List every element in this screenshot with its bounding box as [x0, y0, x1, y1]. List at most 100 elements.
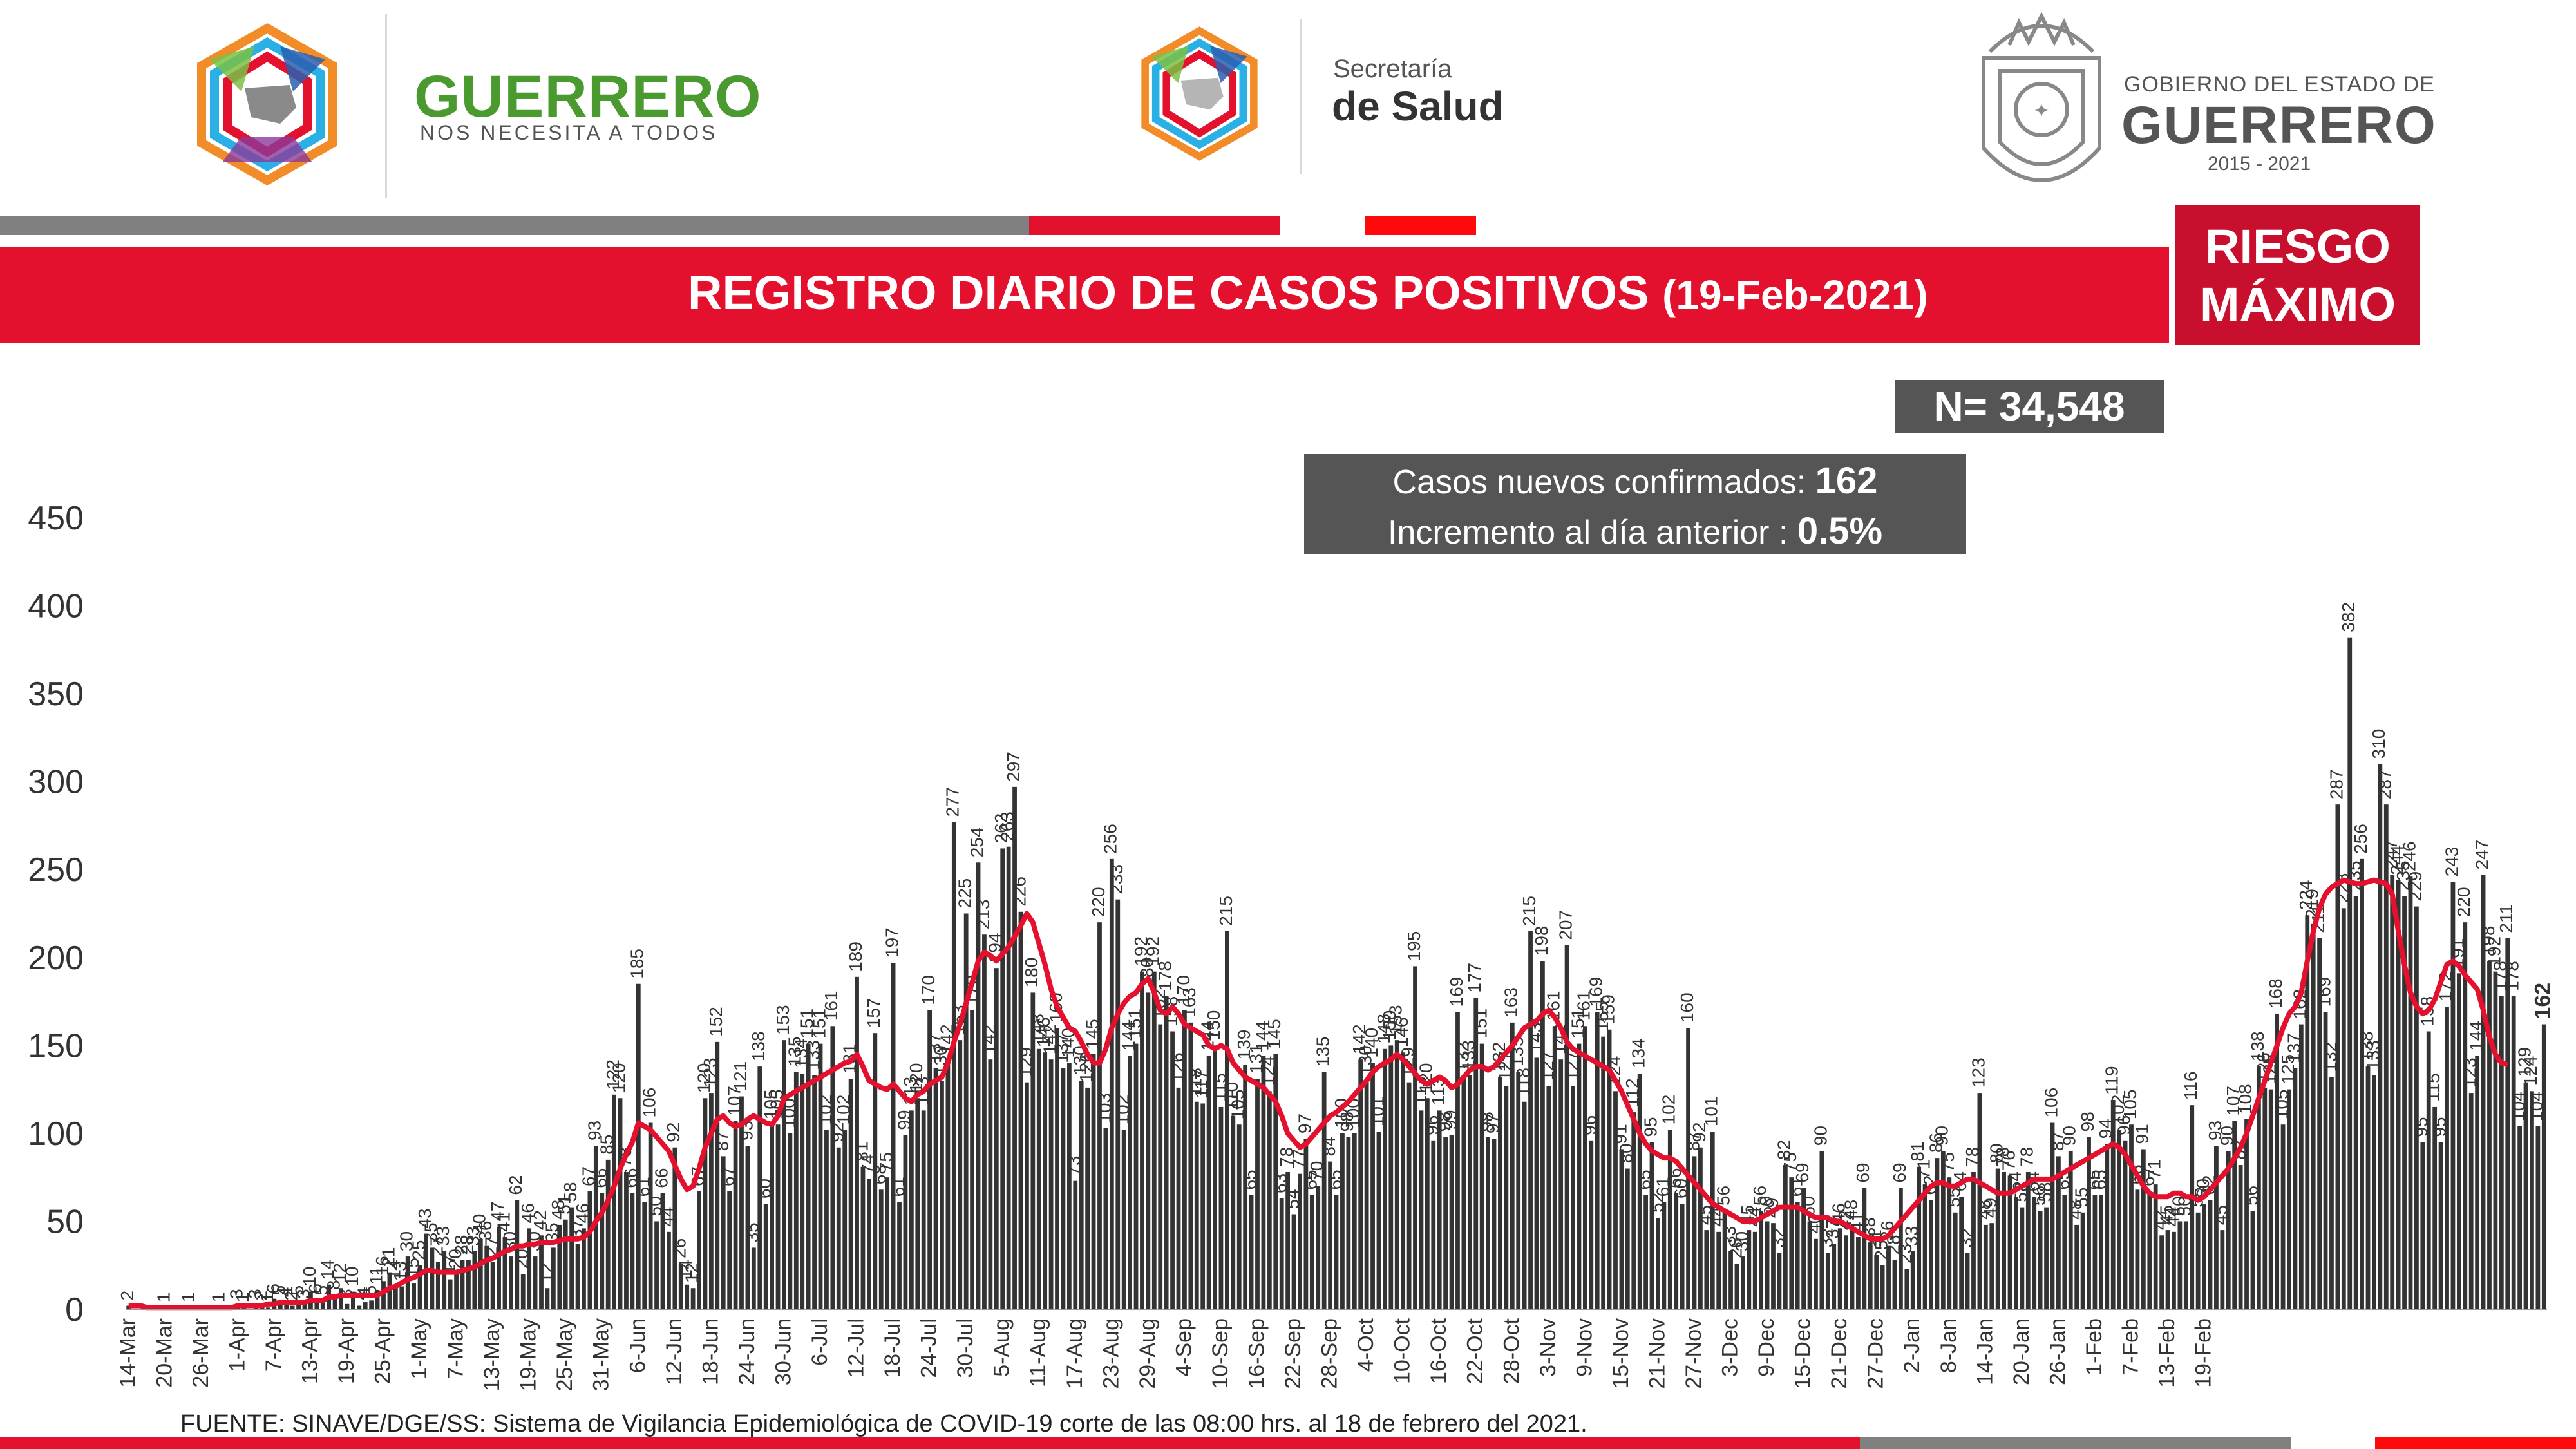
bar-value-label: 169 — [1586, 977, 1606, 1007]
bar-value-label: 80 — [1616, 1143, 1636, 1163]
bar — [1419, 1110, 1424, 1309]
bar — [605, 1159, 611, 1309]
bar — [1819, 1151, 1824, 1309]
x-tick-label: 4-Sep — [1171, 1318, 1196, 1377]
bar — [940, 1080, 944, 1309]
bar — [1504, 1086, 1509, 1309]
bar-value-label: 97 — [1294, 1113, 1314, 1133]
bar-value-label: 247 — [2472, 840, 2492, 870]
bar-value-label: 95 — [2429, 1117, 2449, 1137]
bar-value-label: 65 — [1240, 1170, 1260, 1189]
bar-value-label: 87 — [1683, 1131, 1703, 1151]
bar-value-label: 93 — [2205, 1121, 2225, 1141]
bar — [557, 1224, 562, 1309]
bar-value-label: 103 — [1094, 1093, 1114, 1123]
bar-value-label: 297 — [1003, 752, 1023, 782]
bar — [970, 1010, 974, 1309]
bar — [1722, 1211, 1727, 1309]
bar — [1128, 1056, 1132, 1309]
bar-value-label: 129 — [1016, 1047, 1036, 1077]
bar-value-label: 98 — [1477, 1112, 1497, 1132]
chart-title-main: REGISTRO DIARIO DE CASOS POSITIVOS — [688, 266, 1649, 319]
bar — [393, 1284, 398, 1309]
bar — [600, 1193, 605, 1309]
bar-value-label: 73 — [1064, 1155, 1084, 1175]
bar-value-label: 133 — [803, 1040, 823, 1070]
bar — [1048, 1059, 1054, 1309]
bar — [2032, 1197, 2037, 1309]
bar — [1704, 1230, 1709, 1309]
bar — [2517, 1126, 2522, 1309]
bar — [1607, 1029, 1612, 1309]
bar-value-label: 98 — [1337, 1112, 1357, 1132]
x-tick-label: 21-Dec — [1827, 1318, 1852, 1389]
bar — [2420, 1142, 2425, 1309]
bar — [2287, 1089, 2291, 1309]
bar-value-label: 71 — [1913, 1159, 1933, 1179]
bar — [569, 1207, 574, 1309]
bar-value-label: 90 — [1810, 1126, 1830, 1146]
bar-value-label: 46 — [573, 1203, 592, 1223]
bar — [1133, 1043, 1139, 1309]
bar-value-label: 10 — [342, 1267, 362, 1287]
title-bar — [0, 247, 2169, 343]
bar — [375, 1289, 380, 1309]
bar-value-label: 81 — [1908, 1142, 1927, 1162]
bar-value-label: 56 — [1750, 1186, 1770, 1206]
bar — [369, 1300, 374, 1309]
bar-value-label: 75 — [876, 1152, 896, 1172]
bar-value-label: 56 — [2241, 1186, 2261, 1206]
bar — [1140, 971, 1144, 1309]
bar — [636, 983, 641, 1309]
bar — [1814, 1238, 1818, 1309]
x-tick-label: 12-Jul — [844, 1318, 869, 1378]
bar — [1825, 1253, 1830, 1309]
bar — [1880, 1265, 1885, 1309]
bar — [976, 862, 981, 1309]
bar-value-label: 98 — [1434, 1112, 1454, 1132]
bar-value-label: 256 — [1101, 824, 1121, 854]
bar — [412, 1283, 417, 1309]
bar-value-label: 61 — [1653, 1177, 1672, 1197]
bar-value-label: 55 — [1944, 1188, 1964, 1208]
bar — [2487, 961, 2492, 1309]
bar-value-label: 160 — [1677, 992, 1697, 1023]
bar-value-label: 84 — [1319, 1136, 1339, 1156]
bar — [1164, 996, 1169, 1309]
bar-value-label: 14 — [676, 1260, 696, 1280]
x-tick-label: 10-Oct — [1390, 1318, 1415, 1384]
bar — [1977, 1093, 1982, 1309]
x-tick-label: 21-Nov — [1645, 1318, 1669, 1389]
bar — [1449, 1135, 1454, 1309]
bar — [1983, 1224, 1988, 1309]
bar-value-label: 60 — [1671, 1179, 1691, 1198]
x-tick-label: 27-Nov — [1681, 1318, 1706, 1389]
bar — [1656, 1217, 1660, 1309]
bar — [2183, 1221, 2188, 1309]
x-tick-label: 3-Dec — [1718, 1318, 1743, 1377]
x-tick-label: 18-Jun — [698, 1318, 723, 1385]
bar — [2129, 1124, 2134, 1309]
bar — [502, 1237, 507, 1309]
bar-value-label: 98 — [2078, 1112, 2098, 1132]
bar — [1309, 1195, 1314, 1309]
bar — [1716, 1231, 1721, 1309]
bar — [763, 1204, 768, 1309]
x-tick-label: 2-Jan — [1900, 1318, 1924, 1373]
bar-value-label: 50 — [2168, 1196, 2188, 1216]
bar — [1552, 1026, 1557, 1309]
bar-value-label: 43 — [415, 1208, 435, 1228]
x-tick-label: 4-Oct — [1354, 1318, 1378, 1372]
bar-value-label: 33 — [463, 1226, 483, 1246]
bar-value-label: 70 — [1307, 1161, 1327, 1181]
bar — [1492, 1139, 1497, 1309]
bar — [624, 1171, 629, 1309]
bar — [460, 1260, 465, 1309]
bar-value-label: 226 — [1009, 876, 1029, 907]
bar-value-label: 30 — [397, 1231, 417, 1251]
bar — [1249, 1195, 1254, 1309]
risk-badge: RIESGO MÁXIMO — [2175, 205, 2420, 345]
bar-value-label: 120 — [609, 1063, 629, 1094]
increment-label: Incremento al día anterior : — [1387, 514, 1788, 551]
